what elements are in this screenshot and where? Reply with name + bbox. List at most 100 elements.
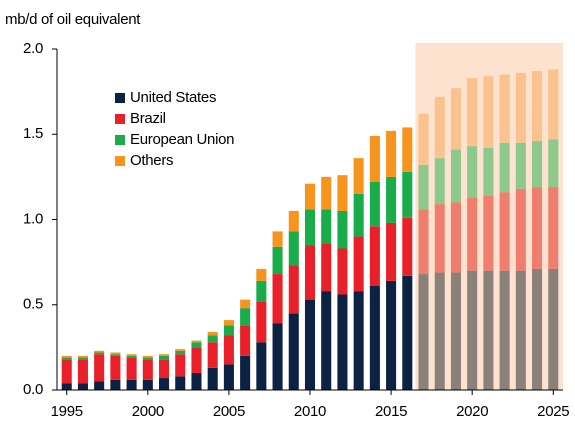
bar-segment (142, 359, 153, 380)
bar-segment (77, 357, 88, 360)
bar-segment (418, 164, 429, 210)
bar-segment (483, 270, 494, 390)
bar-segment (110, 379, 121, 390)
x-tick-label: 2015 (375, 403, 407, 420)
bar-segment (126, 354, 137, 356)
bar-segment (467, 77, 478, 147)
bar-segment (110, 352, 121, 355)
bar-segment (499, 192, 510, 271)
bar-segment (548, 268, 559, 390)
bar-segment (207, 335, 218, 343)
bar-segment (515, 142, 526, 189)
bar-segment (321, 209, 332, 244)
bar-segment (467, 146, 478, 198)
bar-segment (240, 325, 251, 356)
bar-segment (159, 355, 170, 360)
legend-swatch (115, 156, 125, 166)
bar-segment (61, 383, 72, 390)
bar-segment (110, 354, 121, 356)
bar-segment (272, 246, 283, 275)
bar-segment (207, 332, 218, 336)
bar-segment (337, 175, 348, 211)
bar-segment (207, 342, 218, 368)
bar-segment (499, 142, 510, 193)
bar-segment (548, 187, 559, 269)
bar-segment (369, 135, 380, 182)
bar-segment (353, 193, 364, 237)
bar-segment (272, 323, 283, 390)
bar-segment (288, 313, 299, 390)
y-axis-title: mb/d of oil equivalent (5, 11, 141, 28)
bar-segment (61, 359, 72, 384)
legend-label: Others (130, 152, 173, 169)
legend-label: United States (130, 89, 216, 106)
bar-segment (272, 274, 283, 324)
bar-segment (369, 226, 380, 286)
bar-segment (223, 325, 234, 336)
bar-segment (337, 210, 348, 249)
y-tick-label: 0.5 (23, 296, 43, 313)
bar-segment (159, 359, 170, 379)
bar-segment (434, 158, 445, 205)
x-tick-label: 2005 (213, 403, 245, 420)
bar-segment (434, 204, 445, 273)
bar-segment (321, 243, 332, 292)
bar-segment (418, 209, 429, 275)
bar-segment (240, 299, 251, 309)
bar-segment (467, 270, 478, 390)
bar-segment (126, 379, 137, 390)
bar-segment (353, 236, 364, 292)
bar-segment (142, 355, 153, 358)
bar-segment (450, 149, 461, 203)
bar-segment (321, 291, 332, 390)
bar-segment (386, 280, 397, 390)
bar-segment (77, 355, 88, 358)
x-tick-label: 2025 (537, 403, 569, 420)
bar-segment (369, 181, 380, 227)
bar-segment (483, 76, 494, 148)
bar-segment (515, 72, 526, 143)
bar-segment (402, 217, 413, 276)
legend-label: Brazil (130, 110, 166, 127)
bar-segment (548, 139, 559, 188)
y-tick-label: 0.0 (23, 381, 43, 398)
bar-segment (418, 113, 429, 165)
y-tick-label: 1.0 (23, 210, 43, 227)
bar-segment (288, 210, 299, 232)
bar-segment (515, 270, 526, 390)
bar-segment (467, 197, 478, 271)
bar-segment (256, 301, 267, 343)
legend-label: European Union (130, 131, 234, 148)
bar-segment (450, 88, 461, 150)
bar-segment (191, 347, 202, 373)
bar-segment (434, 272, 445, 390)
bar-segment (126, 355, 137, 358)
x-tick-label: 2020 (456, 403, 488, 420)
bar-segment (240, 355, 251, 390)
bar-segment (450, 272, 461, 390)
bar-segment (321, 176, 332, 210)
bar-segment (450, 202, 461, 273)
bar-segment (240, 308, 251, 326)
bar-segment (61, 355, 72, 358)
bar-segment (126, 357, 137, 380)
bar-segment (483, 147, 494, 196)
bar-segment (94, 350, 105, 353)
bar-segment (159, 354, 170, 356)
bar-segment (175, 376, 186, 390)
bar-segment (223, 320, 234, 326)
bar-segment (532, 187, 543, 269)
x-tick-label: 2000 (132, 403, 164, 420)
bar-segment (191, 372, 202, 390)
bar-segment (159, 378, 170, 390)
bar-segment (386, 222, 397, 281)
bar-segment (77, 383, 88, 390)
bar-segment (207, 367, 218, 390)
bar-segment (256, 280, 267, 302)
bar-segment (223, 335, 234, 365)
bar-segment (402, 171, 413, 218)
bar-segment (175, 350, 186, 355)
bar-segment (191, 340, 202, 343)
bar-segment (402, 275, 413, 390)
